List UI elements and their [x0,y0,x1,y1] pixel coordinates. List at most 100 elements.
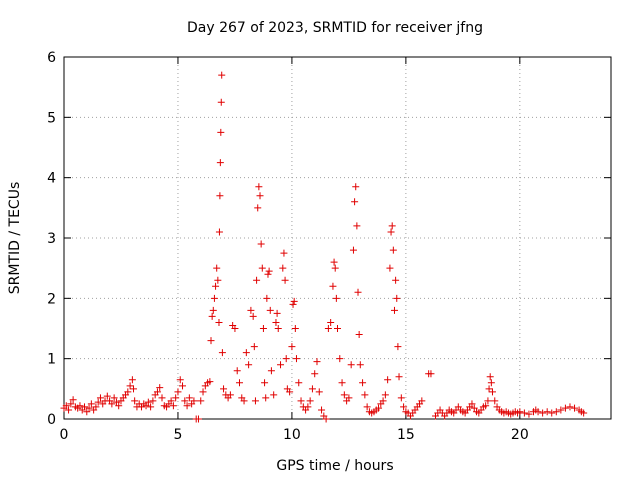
data-point [233,367,241,375]
data-point [274,325,282,332]
data-point [264,270,272,278]
data-point [249,312,257,320]
data-point [158,394,166,402]
data-point [153,388,161,396]
data-point [156,384,164,392]
data-point [83,408,91,416]
data-point [470,404,478,412]
data-point [400,403,408,411]
data-point [392,276,400,284]
data-point [534,408,542,416]
data-point [306,397,314,405]
data-point [395,373,403,381]
data-point [288,343,296,351]
data-point [580,409,588,417]
data-point [516,408,524,416]
data-point [304,403,312,411]
data-point [282,355,290,363]
axis-ticks: 0 5 10 15 20 0 1 2 3 4 5 6 [47,50,611,443]
x-tick-label: 15 [397,427,415,443]
data-point [215,318,223,326]
data-point [332,294,340,302]
data-point [286,388,294,396]
data-point [262,394,270,402]
data-point [65,406,73,414]
y-tick-label: 5 [47,110,56,126]
data-point [62,402,70,410]
data-point [322,415,330,423]
data-point [190,397,198,405]
data-point [336,355,344,363]
data-point [257,240,265,248]
data-point [315,388,323,396]
data-point [353,222,361,230]
data-point [149,397,157,405]
data-point [108,400,116,408]
data-point [349,246,357,254]
data-point [96,394,104,402]
data-point [280,249,288,257]
data-point [213,264,221,272]
data-point [273,309,281,317]
data-point [566,403,574,411]
data-point [468,400,476,408]
x-tick-label: 10 [283,427,301,443]
y-tick-label: 4 [47,171,56,187]
x-tick-label: 0 [60,427,69,443]
data-point [240,397,248,405]
data-point [290,297,298,305]
data-point [552,408,560,416]
data-point [289,300,297,308]
data-point [525,410,533,418]
data-point [418,397,426,405]
data-point [272,318,280,326]
data-point [292,355,300,363]
y-tick-label: 0 [47,412,56,428]
data-point [215,228,223,236]
data-point [194,415,202,423]
data-point [261,379,269,387]
grid-lines [64,57,611,419]
data-point [487,379,495,387]
data-point [217,98,225,106]
data-point [124,388,132,396]
data-point [327,318,335,326]
data-point [247,306,255,314]
y-tick-label: 2 [47,291,56,307]
data-point [67,400,75,408]
data-point [218,71,226,79]
x-tick-label: 5 [173,427,182,443]
data-point [347,361,355,369]
data-point [263,294,271,302]
data-point [142,402,150,410]
data-point [251,397,259,405]
data-point [539,409,547,417]
data-point [387,228,395,236]
data-point [253,276,261,284]
data-point [220,385,228,393]
data-point [548,409,556,417]
data-point [331,264,339,272]
data-point [386,264,394,272]
data-point [329,282,337,290]
data-point [359,379,367,387]
data-point [488,388,496,396]
data-point [130,385,138,393]
data-point [291,325,299,332]
data-point [313,358,321,366]
data-point [144,398,152,406]
data-point [266,306,274,314]
data-point [256,192,264,200]
y-tick-label: 3 [47,231,56,247]
data-point [277,361,285,369]
data-point [179,382,187,390]
data-point [388,222,396,230]
data-points [60,71,588,423]
data-point [207,337,215,345]
chart-title: Day 267 of 2023, SRMTID for receiver jfn… [187,20,483,36]
data-point [324,325,332,332]
data-point [340,391,348,399]
data-point [245,361,253,369]
data-point [482,402,490,410]
data-point [81,403,89,411]
